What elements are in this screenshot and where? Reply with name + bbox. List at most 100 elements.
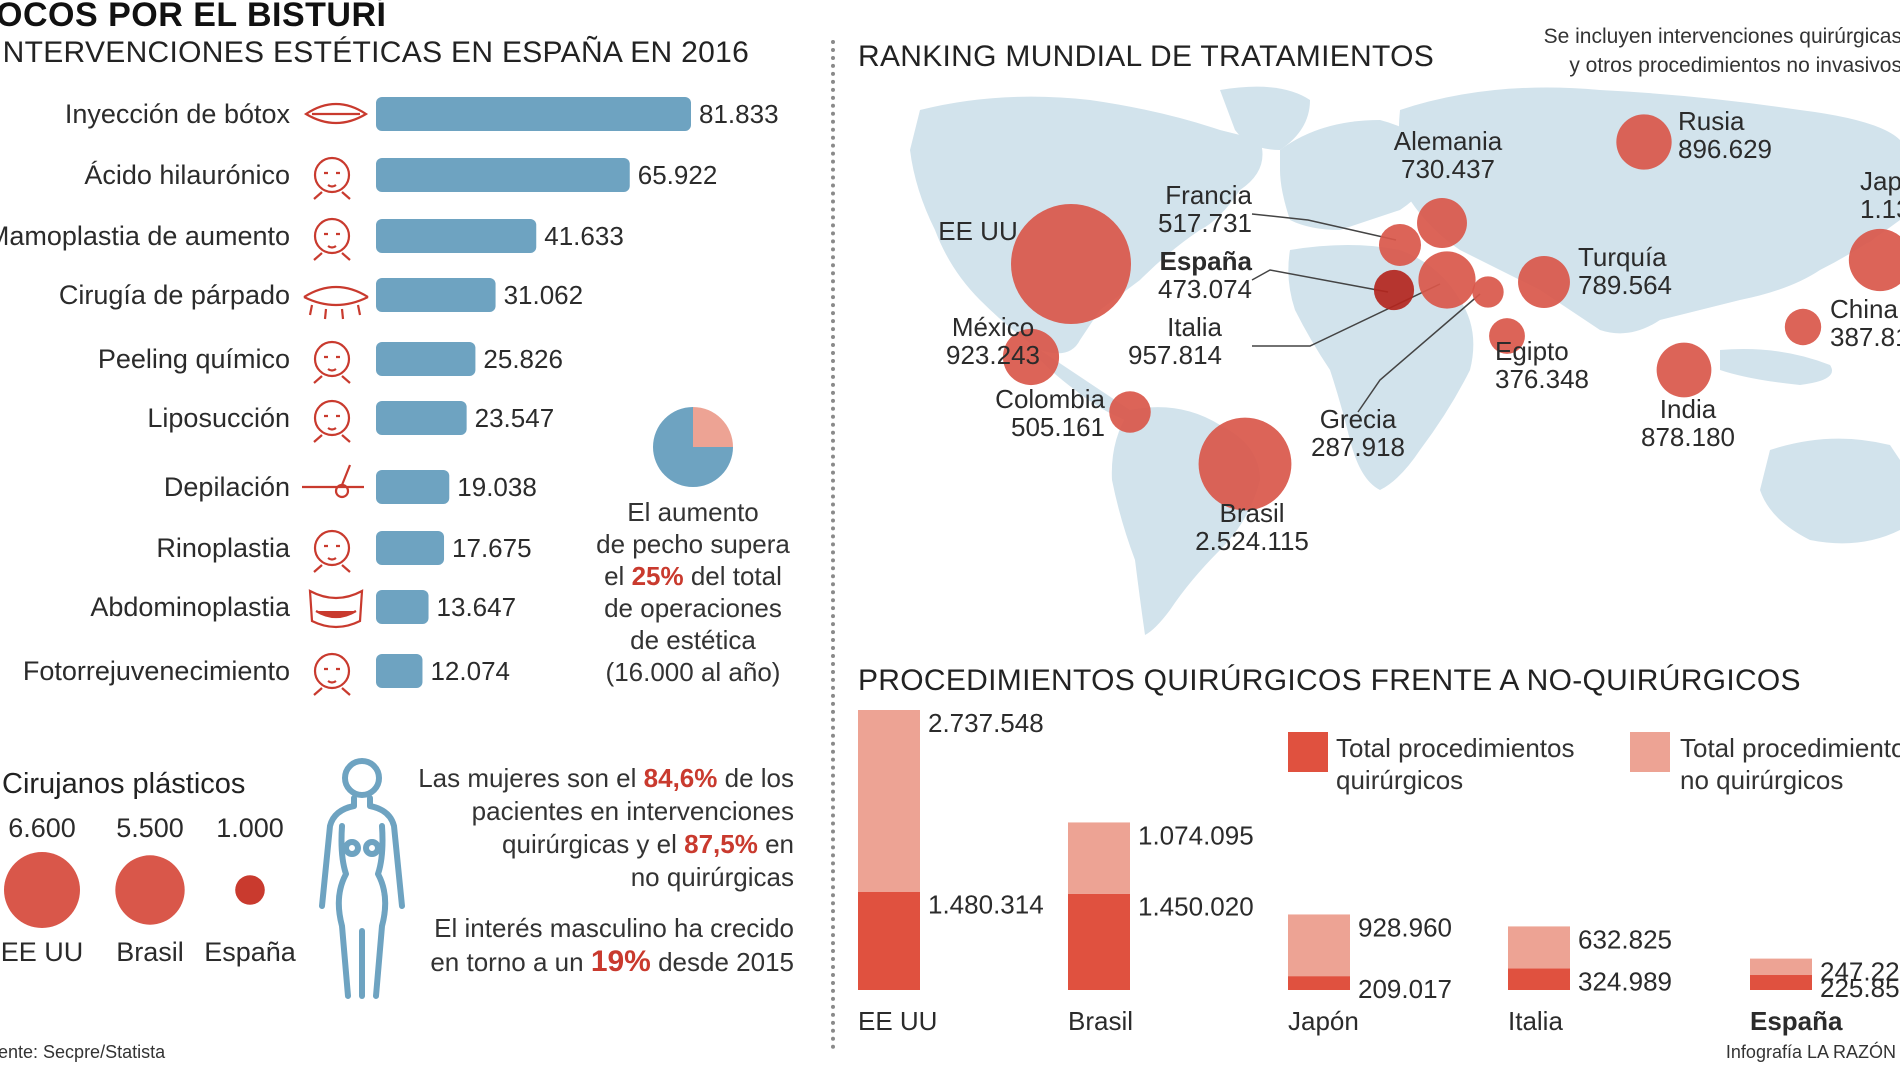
pie-slice-1 xyxy=(653,407,733,487)
surgeon-name-2: España xyxy=(204,937,297,967)
surgeon-name-0: EE UU xyxy=(1,937,84,967)
stack-label-surgical-3: 324.989 xyxy=(1578,966,1672,996)
legend-surgical-line2: quirúrgicos xyxy=(1336,765,1464,795)
pie-note-line4: de operaciones xyxy=(604,593,782,623)
stack-label-surgical-1: 1.450.020 xyxy=(1138,892,1254,922)
pie-note: El aumento de pecho supera el 25% del to… xyxy=(588,496,798,688)
bar-label-7: Rinoplastia xyxy=(156,533,291,563)
stack-category-0: EE UU xyxy=(858,1006,937,1036)
map-value-3: 957.814 xyxy=(1128,340,1222,370)
bar-value-3: 31.062 xyxy=(504,280,584,310)
women-note-line3: quirúrgicas y el 87,5% en xyxy=(502,829,794,859)
stack-label-nonsurgical-0: 2.737.548 xyxy=(928,708,1044,738)
map-bubble-8 xyxy=(1417,198,1467,248)
surgeon-bubble-1 xyxy=(115,855,185,925)
map-value-13: 376.348 xyxy=(1495,364,1589,394)
woman-figure-icon xyxy=(319,758,405,999)
lips-injection-icon xyxy=(303,103,369,124)
stack-surgical-1 xyxy=(1068,893,1130,990)
map-bubble-4 xyxy=(1002,328,1060,386)
map-value-1: 2.524.115 xyxy=(1195,526,1309,556)
map-bubble-13 xyxy=(1489,318,1525,354)
map-bubble-6 xyxy=(1656,342,1712,398)
map-country-2: Japón xyxy=(1860,166,1900,196)
legend-nonsurgical-line1: Total procedimiento xyxy=(1680,733,1900,763)
bar-value-6: 19.038 xyxy=(457,472,537,502)
bar-value-4: 25.826 xyxy=(483,344,563,374)
map-value-6: 878.180 xyxy=(1641,422,1735,452)
bar-label-2: Mamoplastia de aumento xyxy=(0,221,290,251)
map-country-6: India xyxy=(1660,394,1717,424)
bar-label-9: Fotorrejuvenecimiento xyxy=(23,656,290,686)
breast-share-pie xyxy=(653,407,733,487)
stack-nonsurgical-2 xyxy=(1288,914,1350,977)
surgeon-bubble-2 xyxy=(235,875,265,905)
stack-label-surgical-4: 225.85 xyxy=(1820,973,1900,1003)
bar-value-2: 41.633 xyxy=(544,221,624,251)
stack-category-2: Japón xyxy=(1288,1006,1359,1036)
stack-surgical-0 xyxy=(858,891,920,990)
bar-value-5: 23.547 xyxy=(475,403,555,433)
map-value-5: 896.629 xyxy=(1678,134,1772,164)
stack-nonsurgical-0 xyxy=(858,710,920,892)
men-note-line1: El interés masculino ha crecido xyxy=(434,913,794,943)
stack-surgical-4 xyxy=(1750,975,1812,990)
section-divider xyxy=(831,40,835,1050)
map-country-1: Brasil xyxy=(1219,498,1284,528)
pie-note-line5: de estética xyxy=(630,625,756,655)
map-country-7: Turquía xyxy=(1578,242,1667,272)
bar-value-7: 17.675 xyxy=(452,533,532,563)
women-note-line2: pacientes en intervenciones xyxy=(471,796,794,826)
face-cream-icon xyxy=(313,156,351,200)
pie-note-line2: de pecho supera xyxy=(596,529,790,559)
stack-label-nonsurgical-4: 247.22 xyxy=(1820,957,1900,987)
map-value-8: 730.437 xyxy=(1401,154,1495,184)
map-bubble-11 xyxy=(1373,269,1415,311)
map-bubble-14 xyxy=(1472,276,1504,308)
stack-nonsurgical-4 xyxy=(1750,958,1812,976)
women-note-line1: Las mujeres son el 84,6% de los xyxy=(418,763,794,793)
men-note-line2: en torno a un 19% desde 2015 xyxy=(430,945,794,978)
map-bubble-0 xyxy=(1011,204,1131,324)
map-value-11: 473.074 xyxy=(1158,274,1252,304)
stack-label-nonsurgical-2: 928.960 xyxy=(1358,912,1452,942)
pie-note-line6: (16.000 al año) xyxy=(605,657,781,687)
stack-label-surgical-2: 209.017 xyxy=(1358,974,1452,1004)
map-subtitle: RANKING MUNDIAL DE TRATAMIENTOS xyxy=(858,40,1435,73)
legend-surgical-line1: Total procedimientos xyxy=(1336,733,1575,763)
women-note-line4: no quirúrgicas xyxy=(630,862,794,892)
women-pct-nonsurgical: 87,5% xyxy=(684,829,758,859)
map-country-3: Italia xyxy=(1167,312,1222,342)
bar-9 xyxy=(376,654,423,688)
map-bubble-12 xyxy=(1784,308,1822,346)
map-value-2: 1.137.9 xyxy=(1860,194,1900,224)
bar-8 xyxy=(376,590,429,624)
map-bubble-10 xyxy=(1109,391,1151,433)
stack-surgical-2 xyxy=(1288,976,1350,990)
women-note: Las mujeres son el 84,6% de los paciente… xyxy=(404,762,794,979)
source-note: ente: Secpre/Statista xyxy=(0,1042,166,1062)
bar-2 xyxy=(376,219,537,253)
map-value-7: 789.564 xyxy=(1578,270,1672,300)
surgeons-title: Cirujanos plásticos xyxy=(2,768,246,800)
map-country-14: Grecia xyxy=(1320,404,1397,434)
stack-label-nonsurgical-3: 632.825 xyxy=(1578,924,1672,954)
pie-note-line3: el 25% del total xyxy=(604,561,782,591)
abdomen-icon xyxy=(308,589,364,629)
map-country-0: EE UU xyxy=(938,216,1017,246)
map-country-11: España xyxy=(1160,246,1253,276)
leader-9 xyxy=(1251,213,1397,241)
map-note-line2: y otros procedimientos no invasivos xyxy=(1569,54,1900,77)
stacked-bar-chart: 2.737.548 1.480.314 EE UU 1.074.095 1.450.02… xyxy=(858,708,1900,1036)
map-country-4: México xyxy=(952,312,1034,342)
bar-label-1: Ácido hilaurónico xyxy=(84,160,290,190)
liposuction-icon xyxy=(313,399,351,443)
bar-label-6: Depilación xyxy=(164,472,290,502)
legend-swatch-nonsurgical xyxy=(1630,732,1670,772)
bar-value-8: 13.647 xyxy=(437,592,517,622)
bar-4 xyxy=(376,342,476,376)
map-bubble-5 xyxy=(1616,114,1672,170)
map-bubble-2 xyxy=(1848,228,1900,292)
map-value-10: 505.161 xyxy=(1011,412,1105,442)
map-bubble-9 xyxy=(1378,223,1422,267)
